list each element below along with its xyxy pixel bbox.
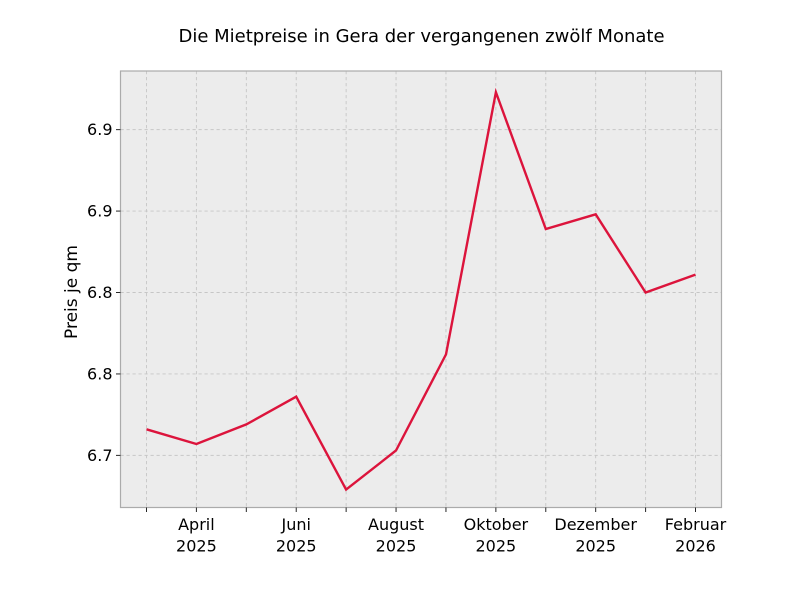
plot-background xyxy=(120,71,722,508)
x-tick-label-year: 2025 xyxy=(575,537,616,556)
x-tick-label-year: 2025 xyxy=(276,537,317,556)
y-tick-label: 6.9 xyxy=(87,202,112,221)
y-tick-label: 6.9 xyxy=(87,120,112,139)
y-tick-label: 6.7 xyxy=(87,446,112,465)
y-axis-label: Preis je qm xyxy=(62,245,82,339)
x-tick-label-month: April xyxy=(178,515,215,534)
x-tick-label-month: Oktober xyxy=(464,515,529,534)
chart-title: Die Mietpreise in Gera der vergangenen z… xyxy=(178,26,665,47)
axis-frame xyxy=(119,70,723,509)
x-tick-label-year: 2025 xyxy=(176,537,217,556)
price-line xyxy=(146,87,696,492)
x-tick-label-month: Februar xyxy=(665,515,727,534)
x-tick-label-year: 2025 xyxy=(476,537,517,556)
y-tick-label: 6.8 xyxy=(87,283,112,302)
x-tick-label-month: Dezember xyxy=(554,515,637,534)
x-tick-label-month: Juni xyxy=(281,515,311,534)
y-tick-label: 6.8 xyxy=(87,364,112,383)
x-tick-label-year: 2026 xyxy=(675,537,716,556)
x-tick-label-year: 2025 xyxy=(376,537,417,556)
x-tick-label-month: August xyxy=(368,515,424,534)
